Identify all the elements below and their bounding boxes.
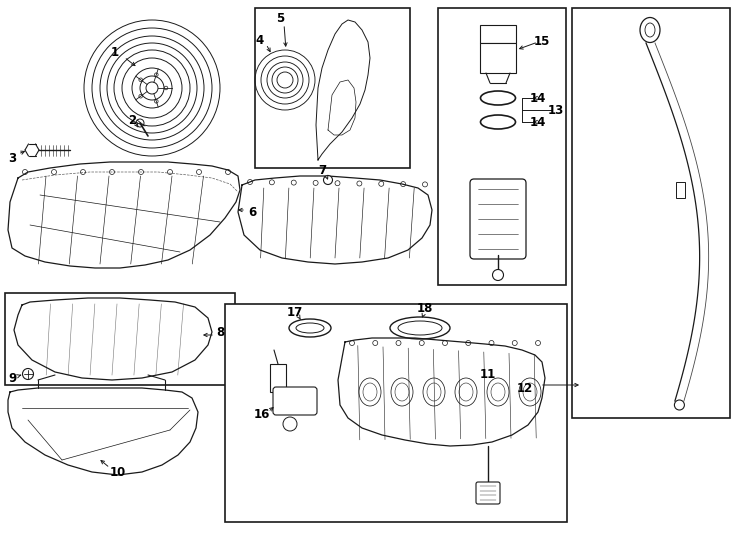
Circle shape: [283, 417, 297, 431]
Bar: [438, 8, 566, 285]
Bar: [270, 364, 286, 392]
Text: 8: 8: [216, 326, 224, 339]
Bar: [480, 43, 516, 73]
Text: 7: 7: [318, 164, 326, 177]
Text: 4: 4: [256, 33, 264, 46]
Circle shape: [23, 368, 34, 380]
Circle shape: [324, 176, 333, 185]
Text: 12: 12: [517, 381, 533, 395]
Circle shape: [675, 400, 684, 410]
Text: 9: 9: [8, 372, 16, 384]
FancyBboxPatch shape: [273, 387, 317, 415]
Text: 1: 1: [111, 45, 119, 58]
Text: 11: 11: [480, 368, 496, 381]
Bar: [225, 304, 567, 522]
Text: 14: 14: [530, 91, 546, 105]
Bar: [255, 8, 410, 168]
Bar: [480, 25, 516, 43]
FancyBboxPatch shape: [476, 482, 500, 504]
Circle shape: [493, 269, 504, 280]
Text: 14: 14: [530, 116, 546, 129]
Text: 3: 3: [8, 152, 16, 165]
Bar: [676, 182, 685, 198]
Text: 15: 15: [534, 36, 550, 49]
Text: 18: 18: [417, 301, 433, 314]
Text: 6: 6: [248, 206, 256, 219]
Text: 17: 17: [287, 306, 303, 319]
Text: 10: 10: [110, 465, 126, 478]
Text: 16: 16: [254, 408, 270, 422]
FancyBboxPatch shape: [470, 179, 526, 259]
Text: 2: 2: [128, 113, 136, 126]
Text: 5: 5: [276, 11, 284, 24]
Bar: [5, 293, 235, 385]
Bar: [572, 8, 730, 418]
Text: 13: 13: [548, 104, 564, 117]
